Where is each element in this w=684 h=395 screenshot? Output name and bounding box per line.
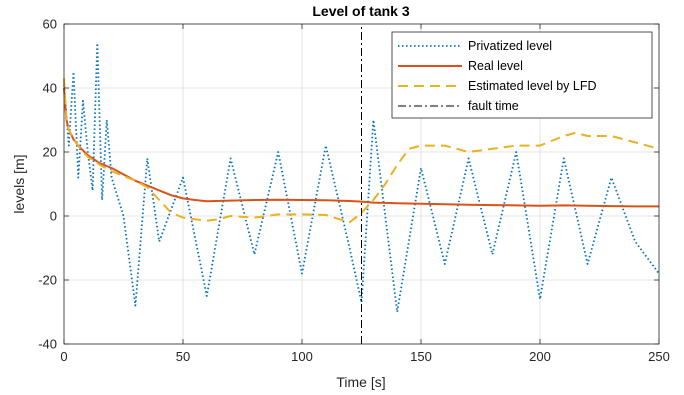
x-axis-label: Time [s]	[336, 374, 385, 390]
series-1-line	[63, 87, 659, 208]
y-tick-label: 60	[43, 17, 57, 32]
legend: Privatized level Real level Estimated le…	[391, 31, 653, 119]
legend-label-fault: fault time	[468, 99, 519, 113]
x-tick-label: 150	[410, 349, 432, 364]
series-1	[63, 87, 659, 208]
series-2	[63, 78, 660, 224]
series-2-line	[63, 78, 660, 224]
y-tick-label: 20	[43, 145, 57, 160]
legend-label-privatized: Privatized level	[468, 39, 552, 53]
x-tick-label: 100	[291, 349, 313, 364]
x-tick-label: 0	[60, 349, 67, 364]
y-tick-label: -40	[38, 337, 57, 352]
y-tick-label: 40	[43, 81, 57, 96]
chart-title: Level of tank 3	[312, 3, 409, 19]
axis-ticks: 0 50 100 150 200 250 -40 -20 0 20 40 60	[38, 17, 670, 365]
series-layer	[63, 24, 660, 344]
series-0-line	[63, 42, 660, 313]
series-0	[63, 42, 660, 313]
legend-label-estimated: Estimated level by LFD	[468, 79, 597, 93]
plot-frame	[63, 23, 660, 345]
legend-label-real: Real level	[468, 59, 523, 73]
x-tick-label: 50	[176, 349, 190, 364]
y-tick-label: -20	[38, 273, 57, 288]
x-tick-label: 200	[529, 349, 551, 364]
y-axis-label: levels [m]	[11, 154, 27, 213]
x-tick-label: 250	[648, 349, 670, 364]
y-tick-label: 0	[50, 209, 57, 224]
